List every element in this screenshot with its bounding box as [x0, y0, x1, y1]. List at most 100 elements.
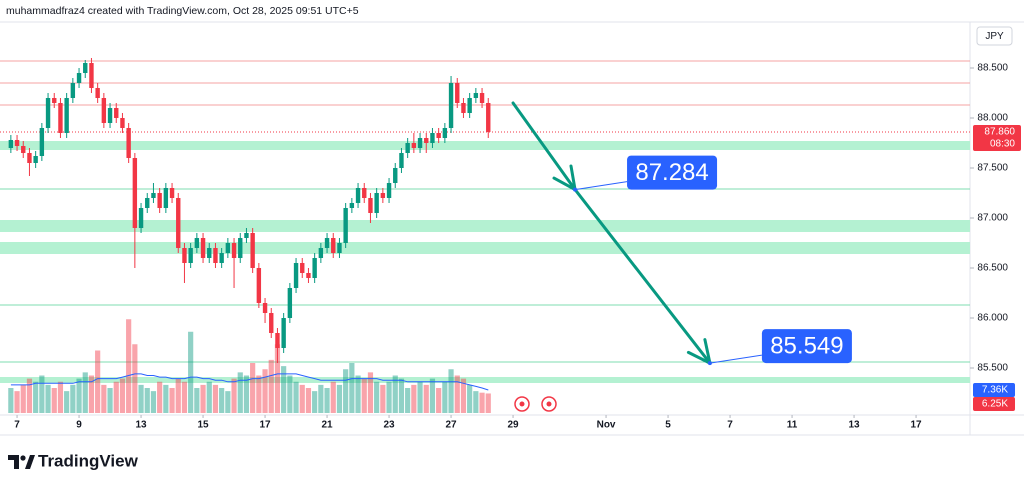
candle-body	[448, 83, 454, 128]
volume-bar	[188, 331, 194, 413]
x-tick-label: 9	[76, 420, 82, 431]
x-tick-label: 13	[848, 420, 860, 431]
volume-bar	[367, 372, 374, 413]
volume-bar	[473, 391, 479, 413]
candle-body	[281, 318, 286, 348]
volume-bar	[107, 388, 113, 413]
volume-bar	[225, 391, 231, 413]
candle-body	[200, 238, 206, 258]
candle-body	[114, 108, 119, 118]
candle-body	[479, 93, 485, 103]
volume-bar	[119, 378, 126, 413]
volume-bar	[88, 375, 95, 413]
candle-body	[89, 63, 94, 88]
volume-bar	[411, 384, 417, 413]
volume-bar	[467, 384, 473, 413]
volume-pane	[8, 319, 491, 413]
volume-bar	[144, 388, 150, 413]
y-tick-label: 88.500	[977, 63, 1008, 74]
volume-bar	[20, 384, 26, 413]
volume-bar	[150, 391, 157, 413]
volume-bar	[330, 381, 336, 413]
zone	[0, 377, 970, 383]
event-icon-dot	[519, 401, 525, 407]
volume-bar	[274, 344, 281, 413]
volume-bar	[429, 378, 436, 413]
candle-body	[324, 238, 330, 248]
candles	[8, 58, 491, 363]
volume-bar	[442, 381, 448, 413]
candle-body	[58, 103, 63, 133]
target-label: 85.549	[770, 332, 843, 359]
candle-body	[386, 183, 392, 198]
x-tick-label: 11	[787, 420, 798, 431]
logo-mark	[8, 455, 19, 469]
volume-bar	[380, 384, 386, 413]
candle-body	[368, 198, 373, 213]
volume-bar	[206, 381, 212, 413]
candle-body	[27, 153, 32, 163]
volume-bar	[361, 378, 367, 413]
target-box	[761, 329, 852, 364]
candle-body	[250, 233, 255, 268]
x-tick-label: 29	[507, 420, 519, 431]
candle-body	[417, 138, 423, 148]
x-tick-label: 7	[727, 420, 733, 431]
volume-bar	[14, 391, 20, 413]
y-tick-label: 88.000	[977, 113, 1008, 124]
candle-body	[76, 73, 82, 83]
x-tick-label: 5	[665, 420, 671, 431]
candle-body	[436, 133, 441, 138]
volume-bar	[132, 344, 138, 413]
volume-bar	[436, 388, 442, 413]
candle-body	[8, 140, 14, 148]
volume-bar	[113, 381, 119, 413]
volume-bar	[45, 384, 51, 413]
y-tick-label: 86.500	[977, 263, 1008, 274]
volume-tag	[973, 397, 1015, 411]
volume-bar	[219, 388, 225, 413]
candle-body	[430, 133, 435, 143]
candle-body	[225, 243, 231, 253]
last-price-label: 87.860	[984, 127, 1015, 138]
volume-bar	[293, 381, 299, 413]
candle-body	[238, 238, 243, 258]
volume-bar	[82, 372, 88, 413]
candle-body	[331, 238, 336, 253]
volume-bar	[51, 388, 57, 413]
y-tick-label: 87.500	[977, 163, 1008, 174]
currency-box[interactable]	[976, 26, 1013, 46]
volume-bar	[392, 375, 398, 413]
volume-bar	[386, 381, 392, 413]
volume-bar	[8, 388, 14, 413]
target-connector	[574, 181, 628, 191]
candle-body	[287, 288, 293, 318]
candle-body	[337, 243, 342, 253]
volume-bar	[336, 384, 343, 413]
y-tick-label: 87.000	[977, 213, 1008, 224]
currency: JPY	[985, 31, 1004, 42]
candle-body	[33, 156, 38, 163]
volume-label: 6.25K	[982, 399, 1008, 410]
volume-bar	[398, 378, 405, 413]
volume-bar	[324, 388, 330, 413]
countdown-label: 08:30	[990, 139, 1015, 150]
volume-bar	[212, 384, 219, 413]
candle-body	[169, 188, 175, 198]
candle-body	[70, 83, 76, 98]
volume-bar	[281, 366, 287, 413]
volume-bar	[169, 388, 175, 413]
candle-body	[101, 98, 107, 123]
candle-body	[83, 63, 88, 73]
candle-body	[343, 208, 348, 243]
volume-bar	[268, 359, 274, 413]
volume-bar	[454, 375, 460, 413]
x-tick-label: 17	[259, 420, 271, 431]
candle-body	[14, 140, 20, 146]
candle-body	[349, 203, 355, 208]
volume-bar	[262, 369, 268, 413]
candle-body	[486, 103, 491, 132]
candle-body	[182, 248, 187, 263]
candle-body	[318, 248, 324, 258]
candle-body	[231, 243, 237, 258]
